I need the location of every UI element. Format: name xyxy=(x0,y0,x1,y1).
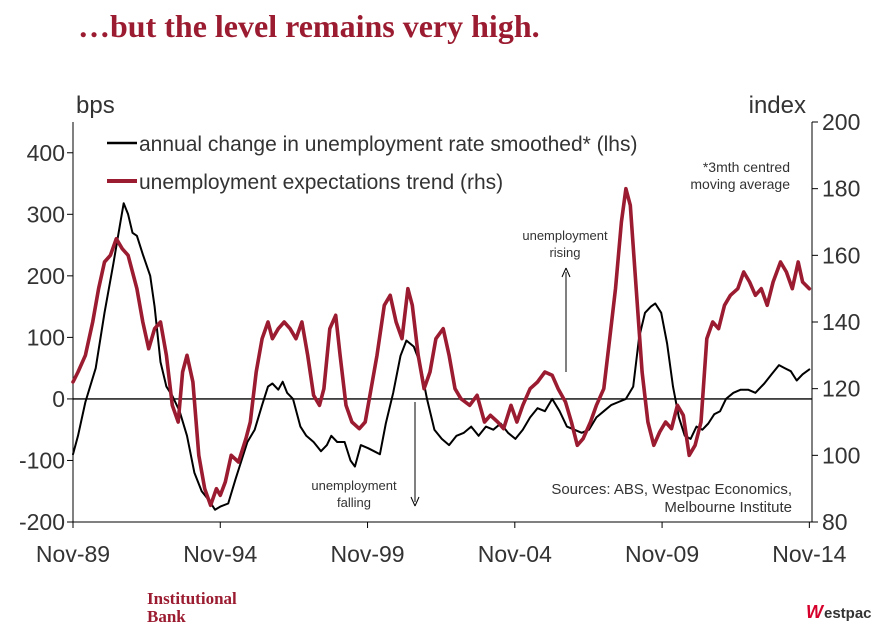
legend-label: unemployment expectations trend (rhs) xyxy=(139,171,503,194)
page-title: …but the level remains very high. xyxy=(78,8,540,44)
annotation-rising-text: rising xyxy=(549,245,580,260)
left-tick-label: -100 xyxy=(19,447,65,473)
right-tick-label: 160 xyxy=(822,242,860,268)
institutional-bank-logo: Institutional Bank xyxy=(147,590,237,626)
right-tick-label: 200 xyxy=(822,109,860,135)
logo-institutional-text: Institutional xyxy=(147,589,237,608)
footnote-text: *3mth centred xyxy=(703,159,790,175)
right-tick-label: 80 xyxy=(822,509,848,535)
annotation-rising-text: unemployment xyxy=(522,228,608,243)
left-tick-label: 200 xyxy=(27,263,65,289)
right-axis-unit: index xyxy=(749,92,806,119)
x-tick-label: Nov-99 xyxy=(330,541,404,567)
source-text: Melbourne Institute xyxy=(664,499,792,516)
right-tick-label: 140 xyxy=(822,309,860,335)
annotation-falling-text: unemployment xyxy=(311,478,397,493)
left-tick-label: -200 xyxy=(19,509,65,535)
westpac-wordmark: estpac xyxy=(824,605,872,622)
left-tick-label: 400 xyxy=(27,140,65,166)
westpac-logo: Westpac xyxy=(806,602,872,623)
rising-arrowhead xyxy=(561,267,571,278)
right-tick-label: 180 xyxy=(822,176,860,202)
footnote-text: moving average xyxy=(690,176,790,192)
series-line-unemployment-change xyxy=(72,202,811,511)
right-tick-label: 120 xyxy=(822,376,860,402)
x-tick-label: Nov-14 xyxy=(772,541,846,567)
left-axis-unit: bps xyxy=(76,92,115,119)
line-chart: bps index 400 300 200 100 0 -100 -200 200 180 160 14… xyxy=(19,92,860,567)
falling-arrowhead xyxy=(410,496,420,507)
left-tick-label: 0 xyxy=(52,386,65,412)
source-text: Sources: ABS, Westpac Economics, xyxy=(551,481,792,498)
series-line-expectations xyxy=(71,186,812,508)
left-tick-label: 300 xyxy=(27,201,65,227)
left-tick-label: 100 xyxy=(27,324,65,350)
x-tick-label: Nov-94 xyxy=(183,541,257,567)
x-tick-label: Nov-89 xyxy=(36,541,110,567)
logo-bank-text: Bank xyxy=(147,607,186,626)
annotation-falling-text: falling xyxy=(337,495,371,510)
x-tick-label: Nov-09 xyxy=(625,541,699,567)
right-tick-label: 100 xyxy=(822,442,860,468)
x-tick-label: Nov-04 xyxy=(478,541,552,567)
legend-label: annual change in unemployment rate smoot… xyxy=(139,133,637,156)
westpac-w-mark: W xyxy=(806,602,823,622)
